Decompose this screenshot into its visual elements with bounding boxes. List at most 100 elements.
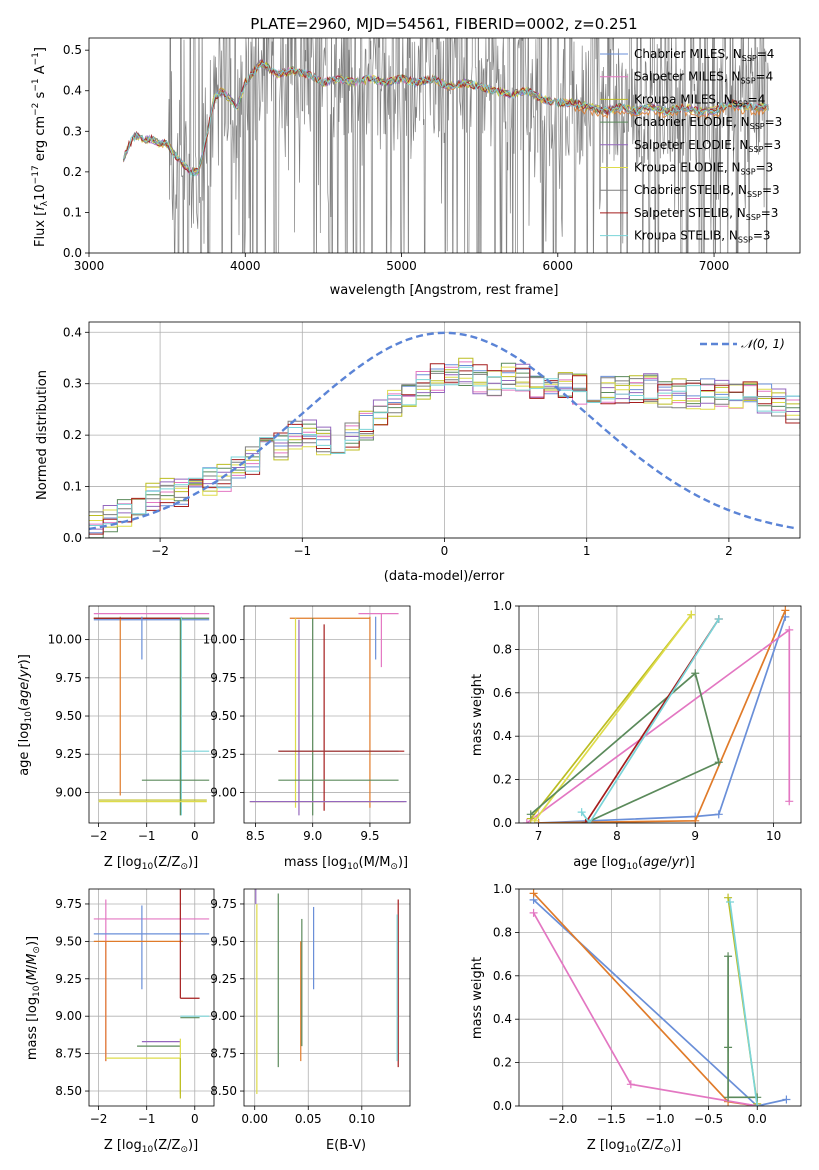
y-tick-label: 0.2: [493, 773, 512, 787]
weight-marker: [714, 758, 723, 767]
y-tick-label: 9.75: [210, 671, 237, 685]
y-tick-label: 10.00: [48, 633, 82, 647]
weight-vs-metallicity-panel: Z [log10(Z/Z⊙)] mass weight −2.0 −1.5 −1.0…: [470, 882, 802, 1155]
figure-title: PLATE=2960, MJD=54561, FIBERID=0002, z=0…: [250, 15, 637, 33]
y-tick-label: 0.4: [63, 84, 82, 98]
y-tick-label: 9.00: [210, 785, 237, 799]
y-tick-label: 0.2: [63, 165, 82, 179]
weight-marker: [724, 893, 733, 902]
residual-histogram-step: [89, 361, 800, 525]
wAge-ylabel: mass weight: [470, 674, 485, 756]
residual-histogram-step: [89, 366, 800, 527]
y-tick-label: 0.4: [493, 1012, 512, 1026]
weight-line: [729, 901, 759, 1106]
weight-marker: [781, 606, 790, 615]
mass-vs-metallicity-panel: Z [log10(Z/Z⊙)] mass [log10(M/M⊙)] −2 −1 0…: [25, 888, 215, 1155]
x-tick-label: 0: [441, 544, 449, 558]
weight-marker: [753, 1102, 762, 1106]
x-tick-label: 9: [691, 829, 699, 843]
y-tick-label: 9.50: [210, 709, 237, 723]
weight-marker: [526, 810, 535, 819]
weight-line: [530, 671, 720, 823]
y-tick-label: 9.25: [55, 972, 82, 986]
y-tick-label: 0.3: [63, 124, 82, 138]
y-tick-label: 9.00: [210, 1009, 237, 1023]
y-tick-label: 0.3: [63, 377, 82, 391]
plot-area: [93, 889, 210, 1099]
y-tick-label: 8.75: [210, 1047, 237, 1061]
x-tick-label: 10: [766, 829, 781, 843]
y-tick-label: 0.4: [493, 729, 512, 743]
weight-marker: [577, 808, 586, 817]
residuals-panel: (data-model)/error Normed distribution −…: [35, 321, 801, 584]
plot-area: [529, 889, 791, 1106]
plot-area: [255, 889, 399, 1095]
weight-line: [532, 912, 758, 1106]
y-tick-label: 8.50: [210, 1084, 237, 1098]
spectrum-xlabel: wavelength [Angstrom, rest frame]: [330, 283, 559, 298]
residual-histogram-step: [89, 363, 800, 530]
y-tick-label: 1.0: [493, 599, 512, 613]
legend-label: Chabrier ELODIE, NSSP=3: [634, 115, 782, 131]
wAge-xlabel: age [log10(age/yr)]: [573, 855, 695, 872]
weight-marker: [626, 1080, 635, 1089]
residual-histogram-step: [89, 372, 800, 516]
plot-area: [522, 606, 794, 823]
massZ-xlabel: Z [log10(Z/Z⊙)]: [104, 1138, 198, 1155]
y-tick-label: 9.00: [55, 785, 82, 799]
y-tick-label: 9.75: [210, 897, 237, 911]
spectrum-panel: wavelength [Angstrom, rest frame] Flux […: [31, 37, 801, 298]
y-tick-label: 1.0: [493, 882, 512, 896]
weight-marker: [714, 810, 723, 819]
legend-label: Salpeter ELODIE, NSSP=3: [634, 138, 781, 154]
y-tick-label: 0.1: [63, 205, 82, 219]
weight-marker: [529, 889, 538, 898]
x-tick-label: −0.5: [694, 1112, 723, 1126]
weight-line: [534, 614, 692, 822]
x-tick-label: −2: [90, 1112, 108, 1126]
plot-area: [122, 38, 769, 253]
residual-histogram-step: [89, 357, 800, 528]
x-tick-label: 5000: [386, 259, 417, 273]
x-tick-label: −1: [138, 829, 156, 843]
x-tick-label: 4000: [230, 259, 261, 273]
observed-spectrum-line: [123, 38, 769, 253]
y-tick-label: 8.50: [55, 1084, 82, 1098]
weight-marker: [581, 819, 590, 823]
y-tick-label: 0.8: [493, 925, 512, 939]
legend-label: Salpeter STELIB, NSSP=3: [634, 206, 778, 222]
legend-label: Chabrier MILES, NSSP=4: [634, 47, 774, 63]
y-tick-label: 0.0: [63, 531, 82, 545]
x-tick-label: 2: [725, 544, 733, 558]
y-tick-label: 9.00: [55, 1009, 82, 1023]
y-tick-label: 0.0: [493, 816, 512, 830]
y-tick-label: 0.8: [493, 642, 512, 656]
legend-label: Kroupa MILES, NSSP=4: [634, 92, 765, 108]
x-tick-label: 7: [535, 829, 543, 843]
weight-line: [581, 618, 720, 823]
x-tick-label: 0.0: [748, 1112, 767, 1126]
massE-xlabel: E(B-V): [326, 1138, 366, 1153]
y-tick-label: 0.2: [63, 428, 82, 442]
y-tick-label: 9.75: [55, 897, 82, 911]
massZ-ylabel: mass [log10(M/M⊙)]: [25, 936, 42, 1060]
x-tick-label: −1: [293, 544, 311, 558]
weight-line: [727, 956, 758, 1099]
ageZ-xlabel: Z [log10(Z/Z⊙)]: [104, 855, 198, 872]
x-tick-label: −2: [90, 829, 108, 843]
gaussian-legend-label: 𝒩(0, 1): [741, 337, 785, 351]
weight-line: [533, 899, 787, 1106]
ageZ-ylabel: age [log10(age/yr)]: [17, 654, 34, 776]
y-tick-label: 0.6: [493, 686, 512, 700]
wZ-xlabel: Z [log10(Z/Z⊙)]: [587, 1138, 681, 1155]
age-vs-metallicity-panel: Z [log10(Z/Z⊙)] age [log10(age/yr)] −2 −1…: [17, 605, 215, 872]
y-tick-label: 0.2: [493, 1056, 512, 1070]
x-tick-label: 0.10: [348, 1112, 375, 1126]
gaussian-reference-curve: [89, 331, 798, 531]
weight-marker: [724, 1043, 733, 1052]
spectrum-legend: Chabrier MILES, NSSP=4 Salpeter MILES, NS…: [600, 47, 782, 245]
weight-line: [538, 616, 787, 823]
y-tick-label: 9.50: [55, 709, 82, 723]
ageM-xlabel: mass [log10(M/M⊙)]: [284, 855, 408, 872]
x-tick-label: −2: [151, 544, 169, 558]
